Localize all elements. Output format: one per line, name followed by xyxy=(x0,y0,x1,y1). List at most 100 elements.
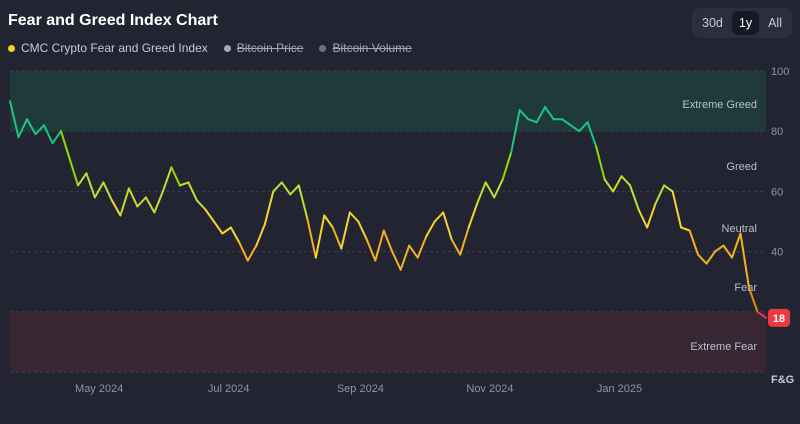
zone-band xyxy=(10,71,766,132)
series-line-segment xyxy=(93,181,105,199)
series-line-segment xyxy=(680,226,691,232)
series-line-segment xyxy=(493,178,504,199)
series-line-segment xyxy=(714,244,725,253)
series-line-segment xyxy=(263,190,275,226)
legend-label: Bitcoin Price xyxy=(236,41,304,55)
series-line-segment xyxy=(731,232,742,259)
legend-dot-icon xyxy=(223,44,231,52)
range-tab-1y[interactable]: 1y xyxy=(731,11,760,35)
series-line-segment xyxy=(535,106,547,124)
series-line-segment xyxy=(459,226,470,256)
series-line-segment xyxy=(340,211,351,250)
series-line-segment xyxy=(60,130,71,160)
series-line-segment xyxy=(586,121,598,148)
series-line-segment xyxy=(450,238,462,256)
series-line-segment xyxy=(110,199,122,217)
series-line-segment xyxy=(748,286,759,313)
y-tick-label: 60 xyxy=(771,186,783,198)
series-line-segment xyxy=(501,151,513,181)
legend-item-bitcoin-volume[interactable]: Bitcoin Volume xyxy=(319,41,412,55)
x-tick-label: Nov 2024 xyxy=(466,383,513,395)
legend-label: Bitcoin Volume xyxy=(332,41,412,55)
series-line-segment xyxy=(144,196,156,214)
series-line-segment xyxy=(637,208,649,229)
y-tick-label: 100 xyxy=(771,66,789,78)
series-line-segment xyxy=(43,124,54,145)
series-line-segment xyxy=(357,220,368,241)
series-line-segment xyxy=(569,124,581,133)
series-line-segment xyxy=(238,241,249,262)
series-line-segment xyxy=(221,226,232,235)
current-value-badge xyxy=(768,308,790,327)
legend-label: CMC Crypto Fear and Greed Index xyxy=(21,41,208,55)
legend-item-fear-greed[interactable]: CMC Crypto Fear and Greed Index xyxy=(8,41,208,55)
series-line-segment xyxy=(476,181,487,205)
series-line-segment xyxy=(374,229,385,262)
x-tick-label: May 2024 xyxy=(75,383,123,395)
range-tab-30d[interactable]: 30d xyxy=(702,16,723,30)
series-line-segment xyxy=(425,220,436,238)
series-line-segment xyxy=(34,124,45,136)
series-line-segment xyxy=(629,184,640,211)
series-line-segment xyxy=(739,232,750,289)
series-line-segment xyxy=(442,211,453,241)
series-line-segment xyxy=(612,175,623,193)
series-line-segment xyxy=(416,235,428,259)
zone-label: Extreme Fear xyxy=(690,341,757,353)
series-line-segment xyxy=(705,250,716,265)
series-line-segment xyxy=(518,109,530,121)
zone-label: Fear xyxy=(734,282,757,294)
legend-item-bitcoin-price[interactable]: Bitcoin Price xyxy=(223,41,304,55)
series-line-segment xyxy=(722,244,733,259)
series-line-segment xyxy=(119,187,130,217)
series-line-segment xyxy=(688,229,699,256)
range-selector: 30d 1y All xyxy=(692,8,792,38)
series-line-segment xyxy=(229,226,241,244)
legend-dot-icon xyxy=(8,44,15,52)
range-tab-all[interactable]: All xyxy=(768,16,782,30)
series-line-segment xyxy=(663,184,674,193)
series-line-segment xyxy=(306,217,317,259)
y-axis-label: F&G xyxy=(771,374,794,386)
series-line-segment xyxy=(433,211,445,223)
series-line-segment xyxy=(280,181,292,196)
series-line-segment xyxy=(289,184,300,196)
series-line-segment xyxy=(272,181,283,193)
series-line-segment xyxy=(408,244,419,259)
legend-dot-icon xyxy=(319,44,327,52)
series-line-segment xyxy=(102,181,113,202)
series-line-segment xyxy=(527,118,538,124)
x-tick-label: Jul 2024 xyxy=(208,383,250,395)
series-line-segment xyxy=(178,181,190,187)
series-line-segment xyxy=(85,172,96,199)
series-line-segment xyxy=(544,106,555,121)
series-line-segment xyxy=(697,253,708,265)
series-line-segment xyxy=(26,118,37,136)
series-line-segment xyxy=(654,184,666,205)
series-line-segment xyxy=(620,175,632,187)
series-line-segment xyxy=(323,214,334,229)
series-line-segment xyxy=(51,130,62,145)
series-line-segment xyxy=(17,118,28,139)
series-line-segment xyxy=(136,196,147,208)
series-line-segment xyxy=(255,223,266,247)
zone-label: Greed xyxy=(726,161,757,173)
series-line-segment xyxy=(510,109,521,154)
chart-title: Fear and Greed Index Chart xyxy=(8,12,218,29)
series-line-segment xyxy=(671,190,683,229)
series-line-segment xyxy=(9,100,20,139)
series-line-segment xyxy=(153,190,164,214)
series-line-segment xyxy=(127,187,139,208)
zone-label: Extreme Greed xyxy=(682,99,757,111)
series-line-segment xyxy=(187,181,198,202)
series-line-segment xyxy=(391,250,402,271)
series-line-segment xyxy=(170,166,181,187)
series-line-segment xyxy=(68,157,79,187)
series-line-segment xyxy=(77,172,88,187)
series-line-segment xyxy=(399,244,411,271)
current-value-label: 18 xyxy=(773,313,785,325)
series-line-segment xyxy=(578,121,589,133)
y-tick-label: 80 xyxy=(771,126,783,138)
series-line-segment xyxy=(195,199,207,211)
